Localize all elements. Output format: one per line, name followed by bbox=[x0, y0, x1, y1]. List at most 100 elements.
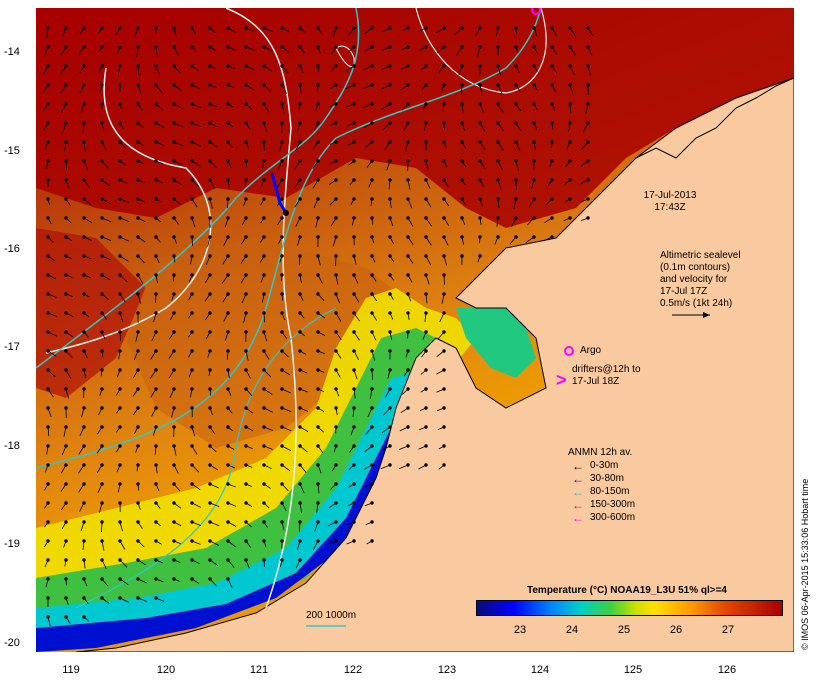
velocity-origin bbox=[118, 26, 122, 30]
velocity-origin bbox=[208, 273, 212, 277]
velocity-origin bbox=[496, 83, 500, 87]
velocity-origin bbox=[280, 387, 284, 391]
velocity-origin bbox=[388, 102, 392, 106]
velocity-origin bbox=[118, 235, 122, 239]
scale-arrow-head bbox=[703, 312, 710, 318]
velocity-origin bbox=[280, 463, 284, 467]
velocity-origin bbox=[424, 387, 428, 391]
velocity-origin bbox=[298, 140, 302, 144]
velocity-origin bbox=[118, 349, 122, 353]
velocity-origin bbox=[442, 406, 446, 410]
velocity-origin bbox=[316, 216, 320, 220]
velocity-origin bbox=[496, 26, 500, 30]
velocity-origin bbox=[316, 254, 320, 258]
velocity-origin bbox=[262, 64, 266, 68]
velocity-origin bbox=[298, 197, 302, 201]
anmn-legend-label: 80-150m bbox=[590, 486, 630, 497]
velocity-origin bbox=[316, 425, 320, 429]
velocity-origin bbox=[496, 121, 500, 125]
velocity-origin bbox=[64, 216, 68, 220]
velocity-origin bbox=[118, 539, 122, 543]
velocity-origin bbox=[136, 45, 140, 49]
x-tick-label: 121 bbox=[249, 664, 269, 676]
velocity-origin bbox=[406, 425, 410, 429]
velocity-origin bbox=[514, 235, 518, 239]
velocity-origin bbox=[136, 216, 140, 220]
velocity-origin bbox=[172, 330, 176, 334]
velocity-origin bbox=[154, 121, 158, 125]
velocity-origin bbox=[496, 45, 500, 49]
velocity-origin bbox=[46, 26, 50, 30]
velocity-origin bbox=[496, 64, 500, 68]
velocity-origin bbox=[370, 254, 374, 258]
map-area[interactable]: > 17-Jul-2013 17:43Z Altimetric sealevel… bbox=[36, 8, 794, 652]
velocity-origin bbox=[46, 482, 50, 486]
velocity-origin bbox=[226, 425, 230, 429]
velocity-origin bbox=[280, 45, 284, 49]
velocity-origin bbox=[352, 330, 356, 334]
velocity-origin bbox=[190, 121, 194, 125]
velocity-origin bbox=[118, 64, 122, 68]
velocity-origin bbox=[388, 368, 392, 372]
velocity-origin bbox=[280, 425, 284, 429]
velocity-origin bbox=[208, 159, 212, 163]
velocity-origin bbox=[136, 558, 140, 562]
velocity-origin bbox=[352, 121, 356, 125]
velocity-origin bbox=[154, 197, 158, 201]
altimetry-line: (0.1m contours) bbox=[660, 262, 731, 273]
velocity-origin bbox=[154, 254, 158, 258]
velocity-origin bbox=[226, 273, 230, 277]
velocity-origin bbox=[532, 83, 536, 87]
velocity-origin bbox=[442, 254, 446, 258]
velocity-origin bbox=[82, 330, 86, 334]
velocity-origin bbox=[568, 102, 572, 106]
bathymetry-label: 200 1000m bbox=[306, 610, 357, 621]
velocity-origin bbox=[298, 273, 302, 277]
velocity-origin bbox=[496, 235, 500, 239]
velocity-origin bbox=[532, 45, 536, 49]
velocity-origin bbox=[442, 463, 446, 467]
velocity-origin bbox=[136, 121, 140, 125]
velocity-origin bbox=[172, 444, 176, 448]
velocity-origin bbox=[496, 197, 500, 201]
velocity-origin bbox=[46, 596, 50, 600]
colorbar-tick: 27 bbox=[721, 624, 735, 636]
velocity-origin bbox=[442, 216, 446, 220]
velocity-origin bbox=[172, 387, 176, 391]
velocity-origin bbox=[208, 292, 212, 296]
velocity-origin bbox=[370, 463, 374, 467]
velocity-origin bbox=[280, 501, 284, 505]
velocity-origin bbox=[64, 482, 68, 486]
velocity-origin bbox=[334, 197, 338, 201]
velocity-origin bbox=[316, 64, 320, 68]
anmn-legend-item: ← 300-600m bbox=[572, 512, 635, 524]
velocity-origin bbox=[64, 425, 68, 429]
velocity-origin bbox=[208, 406, 212, 410]
velocity-origin bbox=[352, 292, 356, 296]
velocity-origin bbox=[226, 159, 230, 163]
velocity-origin bbox=[46, 216, 50, 220]
velocity-origin bbox=[424, 425, 428, 429]
velocity-origin bbox=[154, 159, 158, 163]
velocity-origin bbox=[82, 387, 86, 391]
velocity-origin bbox=[280, 159, 284, 163]
y-tick-label: -20 bbox=[4, 637, 20, 649]
velocity-origin bbox=[172, 539, 176, 543]
velocity-origin bbox=[208, 83, 212, 87]
velocity-origin bbox=[460, 102, 464, 106]
velocity-origin bbox=[64, 178, 68, 182]
velocity-origin bbox=[316, 482, 320, 486]
colorbar-tick: 23 bbox=[513, 624, 527, 636]
velocity-origin bbox=[550, 140, 554, 144]
velocity-origin bbox=[460, 216, 464, 220]
velocity-origin bbox=[262, 349, 266, 353]
velocity-origin bbox=[334, 387, 338, 391]
velocity-origin bbox=[46, 83, 50, 87]
velocity-origin bbox=[154, 235, 158, 239]
velocity-origin bbox=[244, 387, 248, 391]
x-tick-label: 124 bbox=[530, 664, 550, 676]
velocity-origin bbox=[460, 197, 464, 201]
velocity-origin bbox=[316, 387, 320, 391]
velocity-origin bbox=[172, 159, 176, 163]
velocity-origin bbox=[298, 558, 302, 562]
